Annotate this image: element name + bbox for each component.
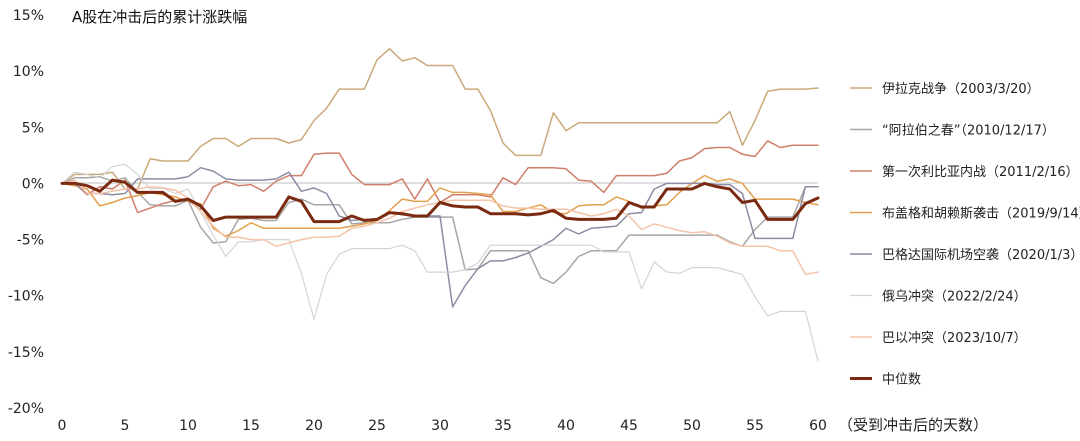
legend-label-4: 巴格达国际机场空袭（2020/1/3） [882, 247, 1080, 263]
legend-label-3: 布盖格和胡赖斯袭击（2019/9/14） [882, 206, 1080, 222]
legend-label-6: 巴以冲突（2023/10/7） [882, 330, 1027, 346]
x-tick-label: 50 [683, 418, 701, 434]
legend: 伊拉克战争（2003/3/20） “阿拉伯之春”（2010/12/17） 第一次利比… [850, 82, 1080, 388]
y-tick-label: -10% [8, 289, 44, 305]
y-axis-ticks: 15% 10% 5% 0% -5% -10% -15% -20% [8, 8, 44, 417]
y-tick-label: 5% [22, 120, 44, 136]
series-lines [60, 47, 820, 362]
x-tick-label: 30 [431, 418, 449, 434]
x-tick-label: 5 [121, 418, 130, 434]
x-tick-label: 55 [746, 418, 764, 434]
x-tick-label: 0 [58, 418, 67, 434]
legend-label-5: 俄乌冲突（2022/2/24） [882, 289, 1027, 305]
x-tick-label: 15 [242, 418, 260, 434]
legend-label-7: 中位数 [882, 373, 921, 388]
x-axis-ticks: 0 5 10 15 20 25 30 35 40 45 50 55 60 [58, 418, 827, 434]
x-tick-label: 10 [179, 418, 197, 434]
series-line-5 [61, 163, 819, 362]
x-tick-label: 60 [809, 418, 827, 434]
series-line-7 [60, 178, 820, 224]
y-tick-label: 0% [22, 176, 44, 192]
legend-label-0: 伊拉克战争（2003/3/20） [882, 82, 1040, 97]
legend-label-2: 第一次利比亚内战（2011/2/16） [882, 164, 1079, 180]
x-tick-label: 20 [305, 418, 323, 434]
legend-label-1: “阿拉伯之春”（2010/12/17） [882, 124, 1055, 139]
x-axis-label: （受到冲击后的天数） [838, 416, 988, 434]
chart-title: A股在冲击后的累计涨跌幅 [72, 8, 247, 26]
x-tick-label: 35 [494, 418, 512, 434]
y-tick-label: -5% [17, 233, 44, 249]
y-tick-label: -20% [8, 401, 44, 417]
y-tick-label: -15% [8, 345, 44, 361]
x-tick-label: 25 [368, 418, 386, 434]
series-line-0 [61, 47, 819, 190]
y-tick-label: 15% [13, 8, 44, 24]
x-tick-label: 45 [620, 418, 638, 434]
series-line-4 [61, 166, 819, 308]
x-tick-label: 40 [557, 418, 575, 434]
y-tick-label: 10% [13, 64, 44, 80]
series-line-6 [61, 179, 819, 276]
